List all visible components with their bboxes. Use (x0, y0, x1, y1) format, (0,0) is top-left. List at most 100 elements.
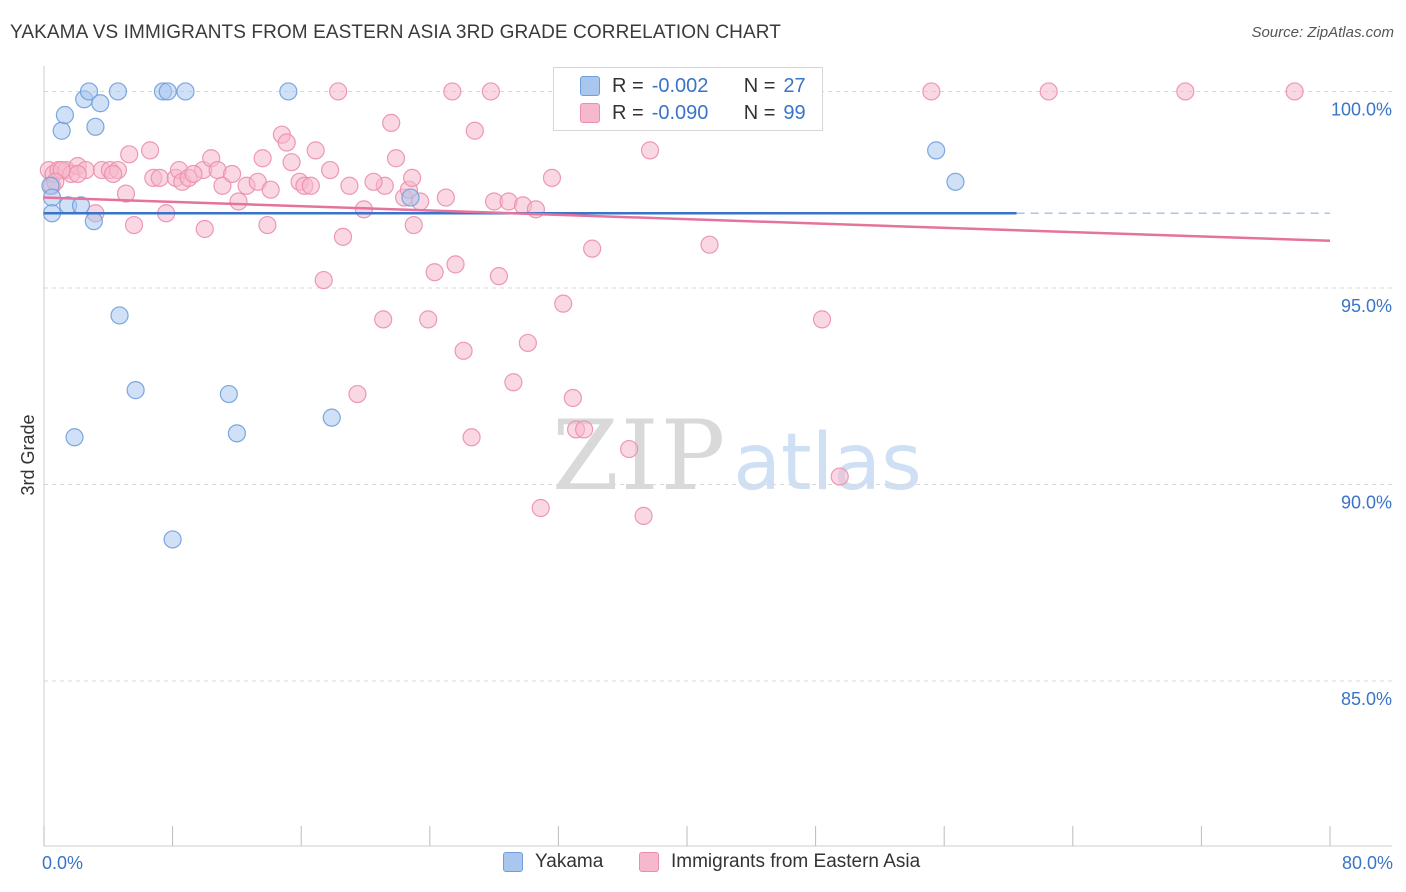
yakama-point (110, 306, 129, 325)
n-value: 99 (783, 101, 806, 124)
eastern-asia-point (258, 215, 277, 235)
eastern-asia-point (374, 310, 393, 329)
eastern-asia-point (314, 270, 333, 290)
yakama-point (401, 188, 420, 207)
eastern-asia-point (443, 82, 462, 101)
eastern-asia-point (195, 219, 214, 239)
yakama-point (126, 381, 145, 400)
n-value: 27 (783, 74, 806, 97)
yakama-point (322, 408, 341, 427)
eastern-asia-point (489, 267, 509, 286)
yakama-point (158, 82, 177, 101)
chart-title: YAKAMA VS IMMIGRANTS FROM EASTERN ASIA 3… (10, 22, 781, 43)
yakama-swatch (580, 76, 600, 96)
eastern-asia-point (700, 235, 719, 254)
eastern-asia-point (1176, 82, 1195, 101)
eastern-asia-point (140, 141, 160, 160)
eastern-asia-swatch (580, 103, 600, 123)
n-label: N = (743, 101, 776, 124)
yakama-point (163, 530, 182, 549)
eastern-asia-point (542, 168, 562, 187)
eastern-asia-point (446, 255, 465, 274)
eastern-asia-point (253, 149, 272, 168)
eastern-asia-point (104, 164, 123, 184)
y-tick-label: 90.0% (1341, 492, 1392, 512)
source-label: Source: ZipAtlas.com (1251, 24, 1394, 41)
y-tick-label: 100.0% (1331, 99, 1392, 119)
eastern-asia-point (229, 192, 248, 211)
r-value: -0.090 (651, 101, 709, 124)
yakama-point (927, 141, 946, 160)
eastern-asia-point (583, 239, 602, 258)
eastern-asia-point (386, 149, 406, 168)
eastern-asia-point (340, 176, 359, 195)
eastern-asia-point (184, 164, 203, 184)
eastern-asia-point (222, 164, 242, 184)
eastern-asia-point (382, 113, 401, 132)
x-tick-label: 80.0% (1342, 853, 1393, 873)
eastern-asia-point (531, 498, 550, 518)
y-tick-label: 85.0% (1341, 689, 1392, 709)
eastern-asia-point (348, 384, 367, 404)
eastern-asia-point (563, 388, 582, 408)
eastern-asia-trend-line (43, 196, 1331, 243)
eastern-asia-point (634, 506, 653, 525)
eastern-asia-point (116, 184, 136, 203)
eastern-asia-point (425, 263, 444, 282)
eastern-asia-point (306, 141, 325, 160)
eastern-asia-point (640, 141, 660, 160)
yakama-point (176, 82, 195, 101)
legend-item-yakama[interactable]: Yakama (503, 851, 603, 873)
eastern-asia-point (465, 121, 484, 140)
legend-label: Yakama (535, 851, 604, 872)
eastern-asia-point (504, 373, 523, 392)
legend-item-eastern-asia[interactable]: Immigrants from Eastern Asia (639, 851, 920, 873)
eastern-asia-point (404, 215, 423, 235)
eastern-asia-point (1285, 82, 1304, 101)
eastern-asia-point (1039, 82, 1058, 101)
legend-label: Immigrants from Eastern Asia (671, 851, 921, 872)
x-tick-label: 0.0% (42, 853, 83, 873)
eastern-asia-point (282, 153, 301, 172)
eastern-asia-point (321, 160, 340, 180)
eastern-asia-point (213, 176, 232, 195)
yakama-point (219, 384, 238, 404)
y-tick-label: 95.0% (1341, 296, 1392, 316)
stats-row-eastern-asia: R = -0.090 N = 99 (554, 99, 806, 127)
eastern-asia-point (462, 428, 481, 447)
eastern-asia-point (575, 420, 594, 439)
eastern-asia-point (403, 168, 422, 187)
yakama-point (79, 82, 99, 101)
stats-legend: R = -0.002 N = 27 R = -0.090 N = 99 (553, 67, 823, 131)
eastern-asia-point (518, 333, 537, 353)
n-label: N = (743, 74, 776, 97)
eastern-asia-point (277, 133, 296, 152)
eastern-asia-point (830, 467, 849, 486)
eastern-asia-point (333, 227, 353, 246)
r-label: R = (612, 74, 644, 97)
yakama-point (84, 212, 103, 231)
yakama-legend-swatch (503, 852, 523, 872)
yakama-point (91, 94, 110, 113)
eastern-asia-legend-swatch (639, 852, 659, 872)
eastern-asia-point (454, 341, 473, 360)
eastern-asia-point (301, 176, 320, 195)
eastern-asia-point (812, 310, 832, 329)
r-label: R = (612, 101, 644, 124)
eastern-asia-point (120, 145, 139, 164)
eastern-asia-point (922, 82, 941, 101)
yakama-point (65, 428, 84, 447)
yakama-point (55, 105, 74, 125)
r-value: -0.002 (651, 74, 709, 97)
stats-row-yakama: R = -0.002 N = 27 (554, 72, 806, 100)
eastern-asia-point (554, 294, 573, 313)
eastern-asia-point (261, 180, 280, 199)
yakama-point (279, 82, 298, 101)
eastern-asia-point (620, 439, 639, 459)
yakama-point (946, 172, 965, 191)
eastern-asia-point (419, 310, 438, 329)
eastern-asia-point (329, 82, 348, 101)
eastern-asia-point (124, 215, 144, 235)
yakama-point (86, 117, 105, 136)
